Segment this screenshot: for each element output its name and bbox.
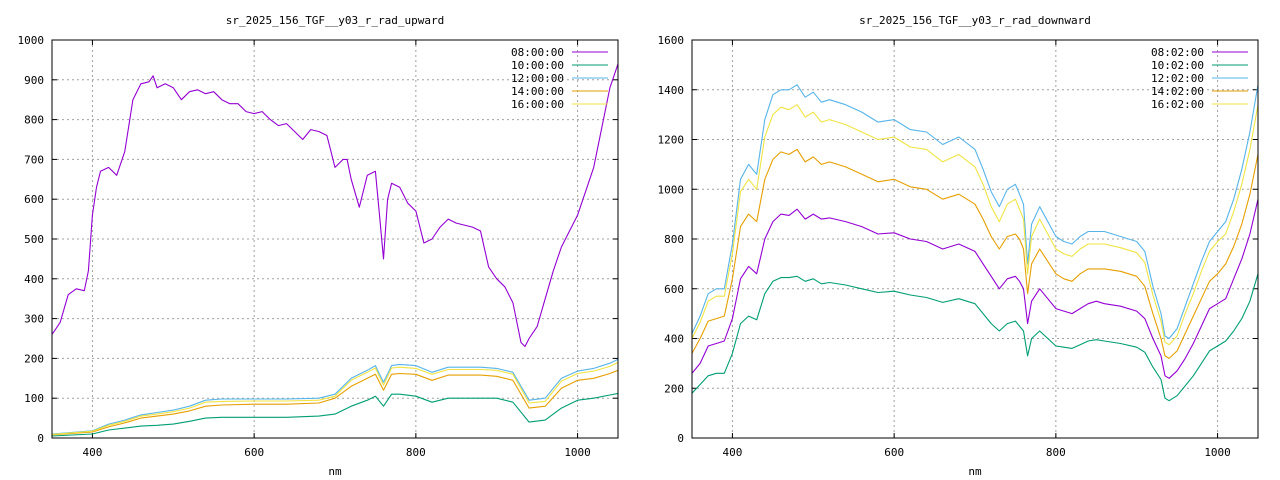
x-tick-label: 400 [722, 446, 742, 459]
y-tick-label: 500 [24, 233, 44, 246]
series-line-12:00:00 [52, 358, 618, 435]
y-tick-label: 1400 [658, 84, 685, 97]
y-tick-label: 200 [664, 382, 684, 395]
y-tick-label: 600 [664, 283, 684, 296]
y-tick-label: 100 [24, 392, 44, 405]
x-tick-label: 1000 [564, 446, 591, 459]
downward-radiance-chart: sr_2025_156_TGF__y03_r_rad_downward 0 200 4… [658, 14, 1259, 478]
x-axis-label: nm [968, 465, 982, 478]
legend-label: 12:00:00 [511, 72, 564, 85]
y-tick-label: 400 [664, 333, 684, 346]
chart-title: sr_2025_156_TGF__y03_r_rad_downward [859, 14, 1091, 27]
series-line-16:02:00 [692, 104, 1258, 346]
x-tick-label: 1000 [1204, 446, 1231, 459]
y-tick-label: 1000 [18, 34, 45, 47]
y-tick-label: 600 [24, 193, 44, 206]
legend-label: 14:02:00 [1151, 85, 1204, 98]
series-line-10:02:00 [692, 273, 1258, 402]
series-line-08:02:00 [692, 199, 1258, 379]
series-line-16:00:00 [52, 361, 618, 435]
series-line-10:00:00 [52, 392, 618, 437]
series-line-14:02:00 [692, 148, 1258, 359]
y-tick-label: 700 [24, 153, 44, 166]
x-tick-label: 800 [1046, 446, 1066, 459]
chart-title: sr_2025_156_TGF__y03_r_rad_upward [226, 14, 445, 27]
legend-label: 08:00:00 [511, 46, 564, 59]
y-tick-label: 300 [24, 313, 44, 326]
legend-label: 08:02:00 [1151, 46, 1204, 59]
y-tick-label: 0 [37, 432, 44, 445]
series-line-08:00:00 [52, 63, 618, 348]
y-tick-label: 400 [24, 273, 44, 286]
legend-label: 16:02:00 [1151, 98, 1204, 111]
series-line-14:00:00 [52, 369, 618, 436]
y-tick-label: 1600 [658, 34, 685, 47]
y-tick-label: 200 [24, 352, 44, 365]
x-axis-label: nm [328, 465, 342, 478]
legend-label: 10:00:00 [511, 59, 564, 72]
upward-radiance-chart: sr_2025_156_TGF__y03_r_rad_upward 0 100 200… [18, 14, 619, 478]
y-tick-label: 1000 [658, 183, 685, 196]
legend-label: 10:02:00 [1151, 59, 1204, 72]
x-tick-label: 600 [884, 446, 904, 459]
series-line-12:02:00 [692, 84, 1258, 340]
x-tick-label: 800 [406, 446, 426, 459]
legend-label: 16:00:00 [511, 98, 564, 111]
plot-frame [691, 39, 1259, 439]
y-tick-label: 900 [24, 74, 44, 87]
y-tick-label: 800 [664, 233, 684, 246]
y-tick-label: 1200 [658, 134, 685, 147]
legend-label: 14:00:00 [511, 85, 564, 98]
y-tick-label: 0 [677, 432, 684, 445]
plot-frame [51, 39, 619, 439]
legend-label: 12:02:00 [1151, 72, 1204, 85]
x-tick-label: 400 [82, 446, 102, 459]
y-tick-label: 800 [24, 114, 44, 127]
x-tick-label: 600 [244, 446, 264, 459]
